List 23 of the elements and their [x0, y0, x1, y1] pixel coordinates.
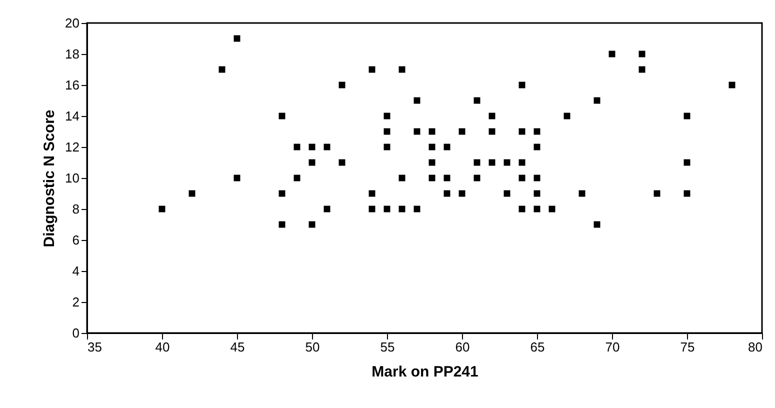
- y-tick-label: 16: [65, 78, 80, 92]
- y-tick-label: 10: [65, 170, 80, 186]
- x-tick-label: 55: [380, 340, 395, 354]
- x-tick-label: 60: [455, 340, 470, 354]
- y-axis-title: Diagnostic N Score: [41, 110, 58, 248]
- y-tick-label: 20: [65, 16, 80, 30]
- x-tick-label: 80: [748, 340, 762, 354]
- x-tick-label: 35: [88, 340, 102, 354]
- y-tick-label: 0: [72, 326, 80, 340]
- y-tick-label: 6: [72, 232, 80, 248]
- x-axis-title: Mark on PP241: [372, 364, 478, 380]
- x-tick-label: 70: [605, 340, 620, 354]
- y-tick-label: 4: [72, 264, 80, 278]
- x-tick-label: 50: [305, 340, 320, 354]
- y-tick-label: 2: [72, 294, 80, 310]
- x-tick-label: 65: [530, 340, 545, 354]
- y-tick-label: 14: [65, 108, 80, 124]
- x-tick-label: 75: [680, 340, 695, 354]
- y-tick-label: 12: [65, 140, 80, 154]
- x-tick-label: 40: [155, 340, 170, 354]
- x-tick-label: 45: [230, 340, 245, 354]
- y-tick-label: 18: [65, 46, 80, 62]
- y-tick-label: 8: [72, 202, 80, 216]
